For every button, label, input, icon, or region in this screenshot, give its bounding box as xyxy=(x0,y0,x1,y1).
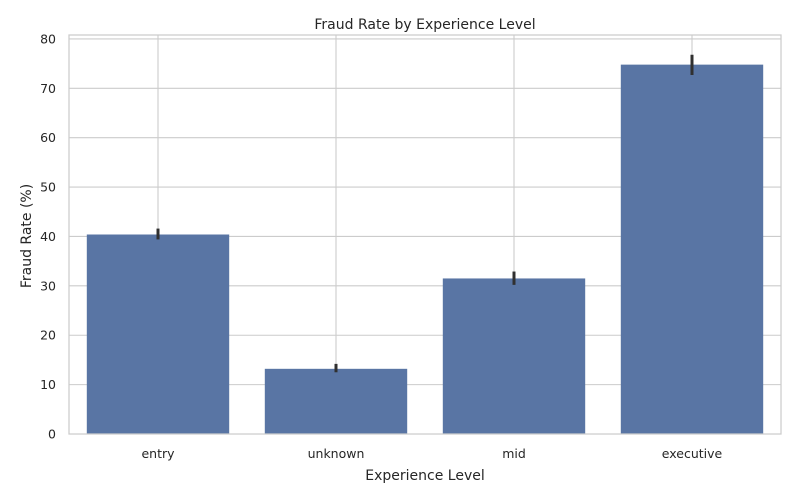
plot-frame xyxy=(68,34,782,435)
y-tick-label: 40 xyxy=(40,229,56,244)
x-tick-label: mid xyxy=(502,446,526,461)
x-tick-label: unknown xyxy=(308,446,365,461)
bar-mid xyxy=(442,278,586,434)
y-tick-label: 30 xyxy=(40,278,56,293)
y-tick-label: 50 xyxy=(40,180,56,195)
x-tick-labels: entry unknown mid executive xyxy=(141,446,722,461)
chart-title: Fraud Rate by Experience Level xyxy=(314,17,535,33)
x-axis-label: Experience Level xyxy=(365,468,484,484)
error-bars xyxy=(156,54,694,373)
y-axis-label: Fraud Rate (%) xyxy=(19,184,35,288)
y-tick-label: 60 xyxy=(40,130,56,145)
y-tick-label: 80 xyxy=(40,31,56,46)
y-tick-label: 70 xyxy=(40,81,56,96)
bar-executive xyxy=(620,64,764,434)
x-tick-label: entry xyxy=(141,446,175,461)
y-tick-label: 10 xyxy=(40,377,56,392)
bars xyxy=(86,64,764,434)
bar-unknown xyxy=(264,368,408,434)
y-tick-label: 20 xyxy=(40,328,56,343)
x-tick-label: executive xyxy=(662,446,723,461)
bar-entry xyxy=(86,234,230,434)
y-tick-label: 0 xyxy=(48,427,56,442)
y-tick-labels: 0 10 20 30 40 50 60 70 80 xyxy=(40,31,56,441)
